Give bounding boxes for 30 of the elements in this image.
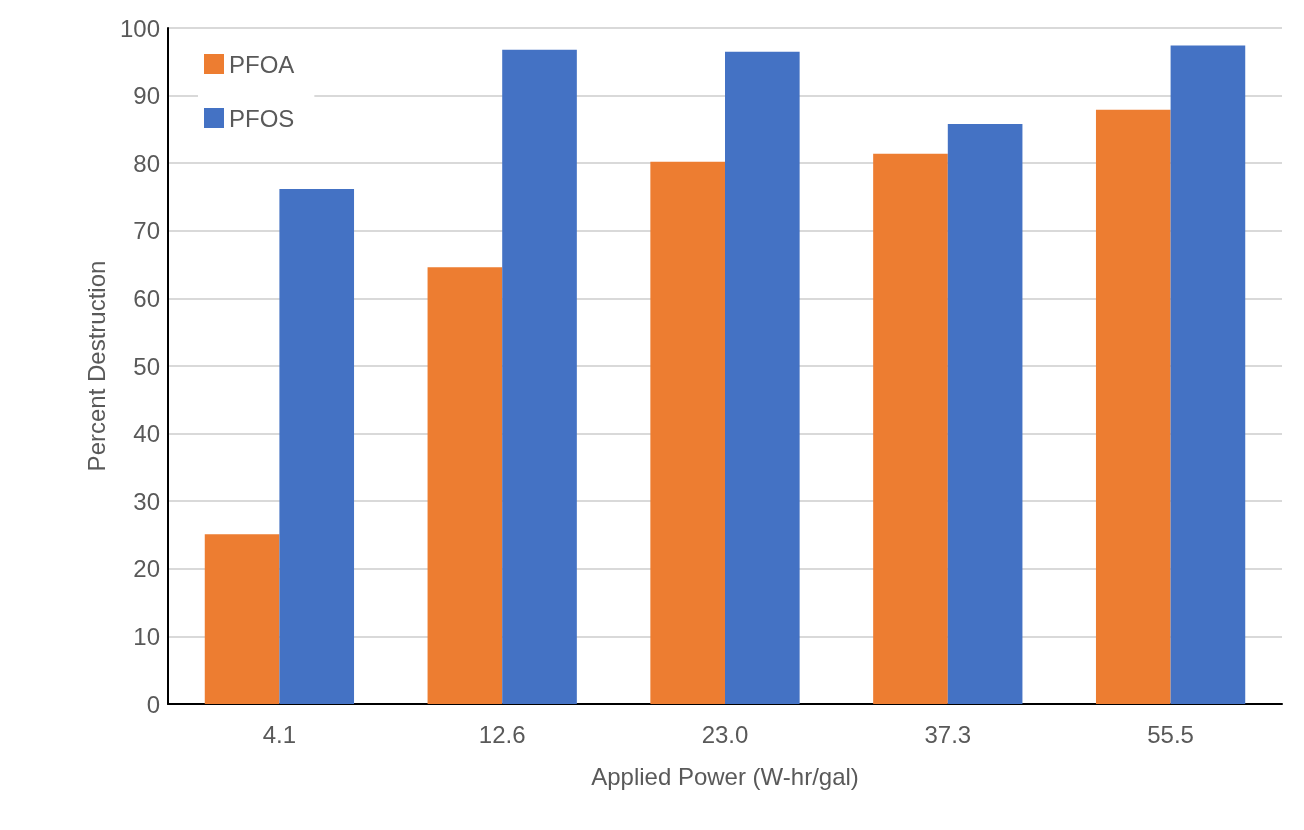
bar <box>650 161 725 704</box>
x-axis-title: Applied Power (W-hr/gal) <box>591 762 859 790</box>
y-tick-label: 30 <box>133 487 160 515</box>
x-tick-label: 12.6 <box>478 720 526 748</box>
y-tick-label: 40 <box>133 420 160 448</box>
y-tick-label: 100 <box>119 14 160 42</box>
bar <box>1170 45 1246 704</box>
y-axis-title: Percent Destruction <box>82 260 110 472</box>
legend-label: PFOA <box>229 50 295 78</box>
bar <box>279 188 355 704</box>
bar <box>947 123 1023 704</box>
bar <box>204 534 280 704</box>
x-tick-label: 23.0 <box>701 720 749 748</box>
y-tick-label: 50 <box>133 352 160 380</box>
x-tick-label: 37.3 <box>924 720 972 748</box>
bar <box>1095 109 1171 704</box>
bar <box>502 49 577 704</box>
y-tick-label: 60 <box>133 284 160 312</box>
x-tick-label: 55.5 <box>1147 720 1194 748</box>
x-tick-label: 4.1 <box>262 720 297 748</box>
y-tick-label: 90 <box>133 82 160 110</box>
legend-label: PFOS <box>229 104 295 132</box>
y-tick-label: 70 <box>133 217 160 245</box>
y-tick-label: 10 <box>133 622 160 650</box>
y-tick-label: 20 <box>133 555 160 583</box>
y-tick-label: 0 <box>146 690 160 718</box>
bar <box>427 267 503 704</box>
y-tick-label: 80 <box>133 149 160 177</box>
bar <box>873 153 948 704</box>
bar <box>725 51 800 704</box>
